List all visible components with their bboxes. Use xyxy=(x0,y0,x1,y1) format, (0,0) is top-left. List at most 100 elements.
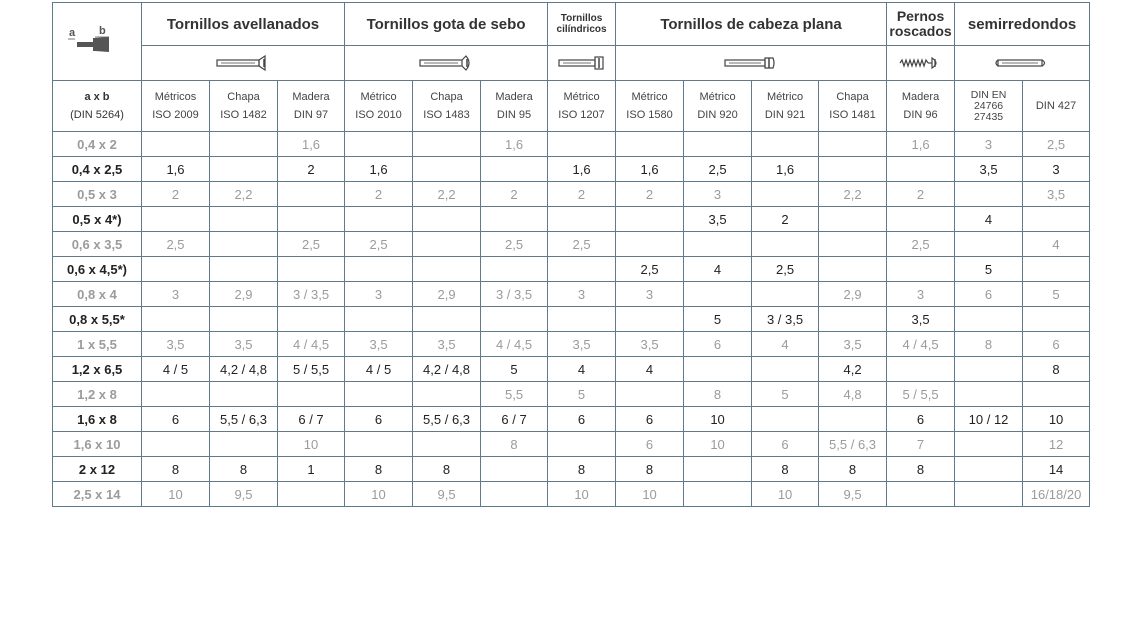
column-header-standard: ISO 1483 xyxy=(423,109,470,121)
value-cell: 6 xyxy=(954,281,1024,307)
size-standard: (DIN 5264) xyxy=(70,109,124,121)
value-cell: 4 xyxy=(547,356,617,382)
column-header: Madera DIN 96 xyxy=(886,80,956,132)
table-row: 1,2 x 8 5,5 5 8 5 4,8 5 / 5,5 xyxy=(52,381,1091,407)
value-cell xyxy=(547,206,617,232)
cheese-head-screw-icon xyxy=(557,56,604,70)
value-cell xyxy=(276,256,346,282)
column-header-type: Madera xyxy=(901,91,940,103)
table-row: 1,6 x 10 10 8 6 10 6 5,5 / 6,3 7 12 xyxy=(52,431,1091,457)
value-cell: 3 xyxy=(547,281,617,307)
value-cell xyxy=(412,231,482,257)
value-cell xyxy=(615,306,685,332)
value-cell xyxy=(547,131,617,157)
value-cell: 4 xyxy=(1022,231,1091,257)
value-cell xyxy=(751,281,820,307)
value-cell: 4,2 xyxy=(818,356,888,382)
column-header: Métrico ISO 1207 xyxy=(547,80,617,132)
value-cell: 2 xyxy=(615,181,685,207)
value-cell xyxy=(751,131,820,157)
value-cell xyxy=(141,256,210,282)
column-header: Chapa ISO 1482 xyxy=(209,80,278,132)
value-cell: 2,5 xyxy=(886,231,956,257)
value-cell: 3 xyxy=(344,281,414,307)
value-cell: 1,6 xyxy=(751,156,820,182)
size-label: a x b xyxy=(84,91,110,103)
value-cell: 6 xyxy=(1022,331,1091,357)
column-header-standard: DIN 427 xyxy=(1035,100,1077,112)
value-cell: 2 xyxy=(547,181,617,207)
value-cell xyxy=(412,306,482,332)
table-header: a b Tornillos avellanados Tornillos gota… xyxy=(52,2,1091,132)
column-header-standard: DIN 96 xyxy=(903,109,938,121)
value-cell: 6 xyxy=(547,406,617,432)
value-cell: 8 xyxy=(751,456,820,482)
value-cell: 6 xyxy=(683,331,753,357)
value-cell xyxy=(818,156,888,182)
value-cell xyxy=(276,206,346,232)
value-cell: 2,9 xyxy=(209,281,278,307)
value-cell xyxy=(683,281,753,307)
value-cell: 10 xyxy=(683,406,753,432)
column-header: Métrico DIN 920 xyxy=(683,80,753,132)
value-cell: 3 xyxy=(615,281,685,307)
size-cell: 0,5 x 3 xyxy=(52,181,142,207)
value-cell xyxy=(1022,206,1091,232)
column-header-standard: 24766 xyxy=(973,99,1004,112)
value-cell xyxy=(344,431,414,457)
threaded-pin-icon-cell xyxy=(886,45,956,81)
value-cell: 5 / 5,5 xyxy=(886,381,956,407)
value-cell xyxy=(683,481,753,507)
value-cell: 5 / 5,5 xyxy=(276,356,346,382)
column-header-standard: DIN 921 xyxy=(764,109,806,121)
value-cell: 2,2 xyxy=(818,181,888,207)
size-cell: 0,4 x 2,5 xyxy=(52,156,142,182)
value-cell: 8 xyxy=(412,456,482,482)
value-cell xyxy=(615,381,685,407)
value-cell: 3 xyxy=(1022,156,1091,182)
value-cell: 4 / 5 xyxy=(344,356,414,382)
value-cell xyxy=(683,231,753,257)
value-cell: 8 xyxy=(615,456,685,482)
column-header: Métrico DIN 921 xyxy=(751,80,820,132)
value-cell xyxy=(344,306,414,332)
value-cell: 3,5 xyxy=(209,331,278,357)
size-diagram-cell: a b xyxy=(52,2,142,81)
column-header: Métrico ISO 1580 xyxy=(615,80,685,132)
size-cell: 1,6 x 8 xyxy=(52,406,142,432)
round-head-rivet-icon xyxy=(995,59,1046,67)
value-cell: 8 xyxy=(1022,356,1091,382)
value-cell: 10 xyxy=(141,481,210,507)
column-header-type: Métricos xyxy=(154,91,197,103)
value-cell: 4 / 4,5 xyxy=(480,331,549,357)
value-cell: 2,5 xyxy=(751,256,820,282)
column-header-standard: ISO 1207 xyxy=(558,109,605,121)
value-cell xyxy=(886,256,956,282)
value-cell xyxy=(412,256,482,282)
value-cell: 3,5 xyxy=(547,331,617,357)
rivet-size-table: a b Tornillos avellanados Tornillos gota… xyxy=(52,2,1091,507)
value-cell: 2 xyxy=(886,181,956,207)
value-cell: 2,5 xyxy=(141,231,210,257)
value-cell: 2 xyxy=(276,156,346,182)
value-cell xyxy=(412,156,482,182)
value-cell xyxy=(751,356,820,382)
value-cell: 2,5 xyxy=(547,231,617,257)
column-header-type: Métrico xyxy=(767,91,804,103)
value-cell: 4 xyxy=(683,256,753,282)
value-cell xyxy=(818,256,888,282)
value-cell xyxy=(1022,256,1091,282)
column-header-extra: 27435 xyxy=(973,110,1004,123)
value-cell xyxy=(209,306,278,332)
size-cell: 1,2 x 6,5 xyxy=(52,356,142,382)
value-cell xyxy=(276,306,346,332)
column-header-type: Métrico xyxy=(631,91,668,103)
value-cell: 6 xyxy=(615,431,685,457)
value-cell xyxy=(1022,306,1091,332)
diagram-label-b: b xyxy=(99,25,106,37)
column-header-standard: ISO 2009 xyxy=(152,109,199,121)
value-cell: 4,2 / 4,8 xyxy=(209,356,278,382)
value-cell xyxy=(818,131,888,157)
value-cell: 3 / 3,5 xyxy=(480,281,549,307)
value-cell: 2,5 xyxy=(683,156,753,182)
